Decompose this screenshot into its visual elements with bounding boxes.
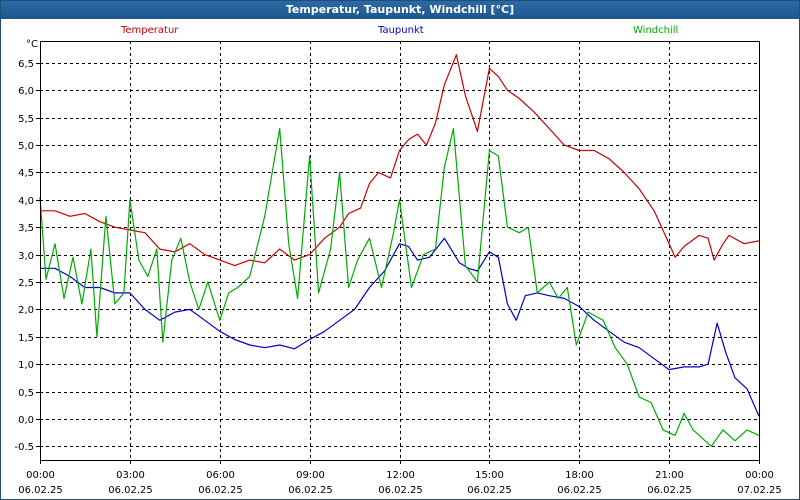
plot-frame bbox=[40, 41, 760, 461]
x-tick-label-date: 06.02.25 bbox=[198, 485, 243, 496]
y-tick-label: 1,0 bbox=[18, 360, 34, 371]
y-tick-label: 3,0 bbox=[18, 251, 34, 262]
series-line-windchill bbox=[39, 128, 760, 447]
y-tick-label: 0,5 bbox=[18, 388, 34, 399]
legend-temperatur: Temperatur bbox=[121, 25, 179, 36]
x-tick-label-time: 06:00 bbox=[206, 470, 235, 481]
x-tick-label-time: 03:00 bbox=[116, 470, 145, 481]
y-tick-label: 2,0 bbox=[18, 305, 34, 316]
axis-layer bbox=[36, 41, 760, 464]
x-tick-label-date: 06.02.25 bbox=[108, 485, 153, 496]
x-tick-label-time: 12:00 bbox=[386, 470, 415, 481]
x-tick-label-date: 06.02.25 bbox=[18, 485, 63, 496]
y-tick-label: 6,5 bbox=[18, 59, 34, 70]
x-tick-label-time: 09:00 bbox=[296, 470, 325, 481]
y-tick-label: 0,0 bbox=[18, 415, 34, 426]
x-tick-label-time: 21:00 bbox=[655, 470, 684, 481]
series-line-temperatur bbox=[40, 54, 760, 267]
x-tick-label-date: 06.02.25 bbox=[557, 485, 602, 496]
x-tick-label-date: 06.02.25 bbox=[467, 485, 512, 496]
x-tick-label-time: 00:00 bbox=[26, 470, 55, 481]
y-tick-label: 4,0 bbox=[18, 196, 34, 207]
legend-taupunkt: Taupunkt bbox=[378, 25, 424, 36]
x-tick-label-time: 15:00 bbox=[475, 470, 504, 481]
legend-windchill: Windchill bbox=[633, 25, 679, 36]
y-tick-label: 2,5 bbox=[18, 278, 34, 289]
x-tick-label-date: 06.02.25 bbox=[288, 485, 333, 496]
y-tick-label: 4,5 bbox=[18, 168, 34, 179]
y-tick-label: -0.5 bbox=[14, 442, 34, 453]
label-layer: -0.5 0,0 0,5 1,0 1,5 2,0 2,5 3,0 3,5 4,0 4,5 5,0 5,5… bbox=[14, 39, 781, 496]
series-layer bbox=[39, 54, 760, 447]
window-title: Temperatur, Taupunkt, Windchill [°C] bbox=[1, 1, 799, 19]
y-tick-label: 1,5 bbox=[18, 333, 34, 344]
y-tick-label: 5,5 bbox=[18, 114, 34, 125]
x-tick-label-time: 00:00 bbox=[745, 470, 774, 481]
y-axis-label: °C bbox=[26, 39, 38, 50]
y-tick-label: 3,5 bbox=[18, 223, 34, 234]
x-tick-label-time: 18:00 bbox=[565, 470, 594, 481]
x-tick-label-date: 06.02.25 bbox=[378, 485, 423, 496]
series-line-taupunkt bbox=[40, 237, 760, 417]
x-tick-label-date: 07.02.25 bbox=[737, 485, 782, 496]
x-tick-label-date: 06.02.25 bbox=[647, 485, 692, 496]
y-tick-label: 5,0 bbox=[18, 141, 34, 152]
y-tick-label: 6,0 bbox=[18, 86, 34, 97]
grid-layer bbox=[40, 41, 759, 460]
